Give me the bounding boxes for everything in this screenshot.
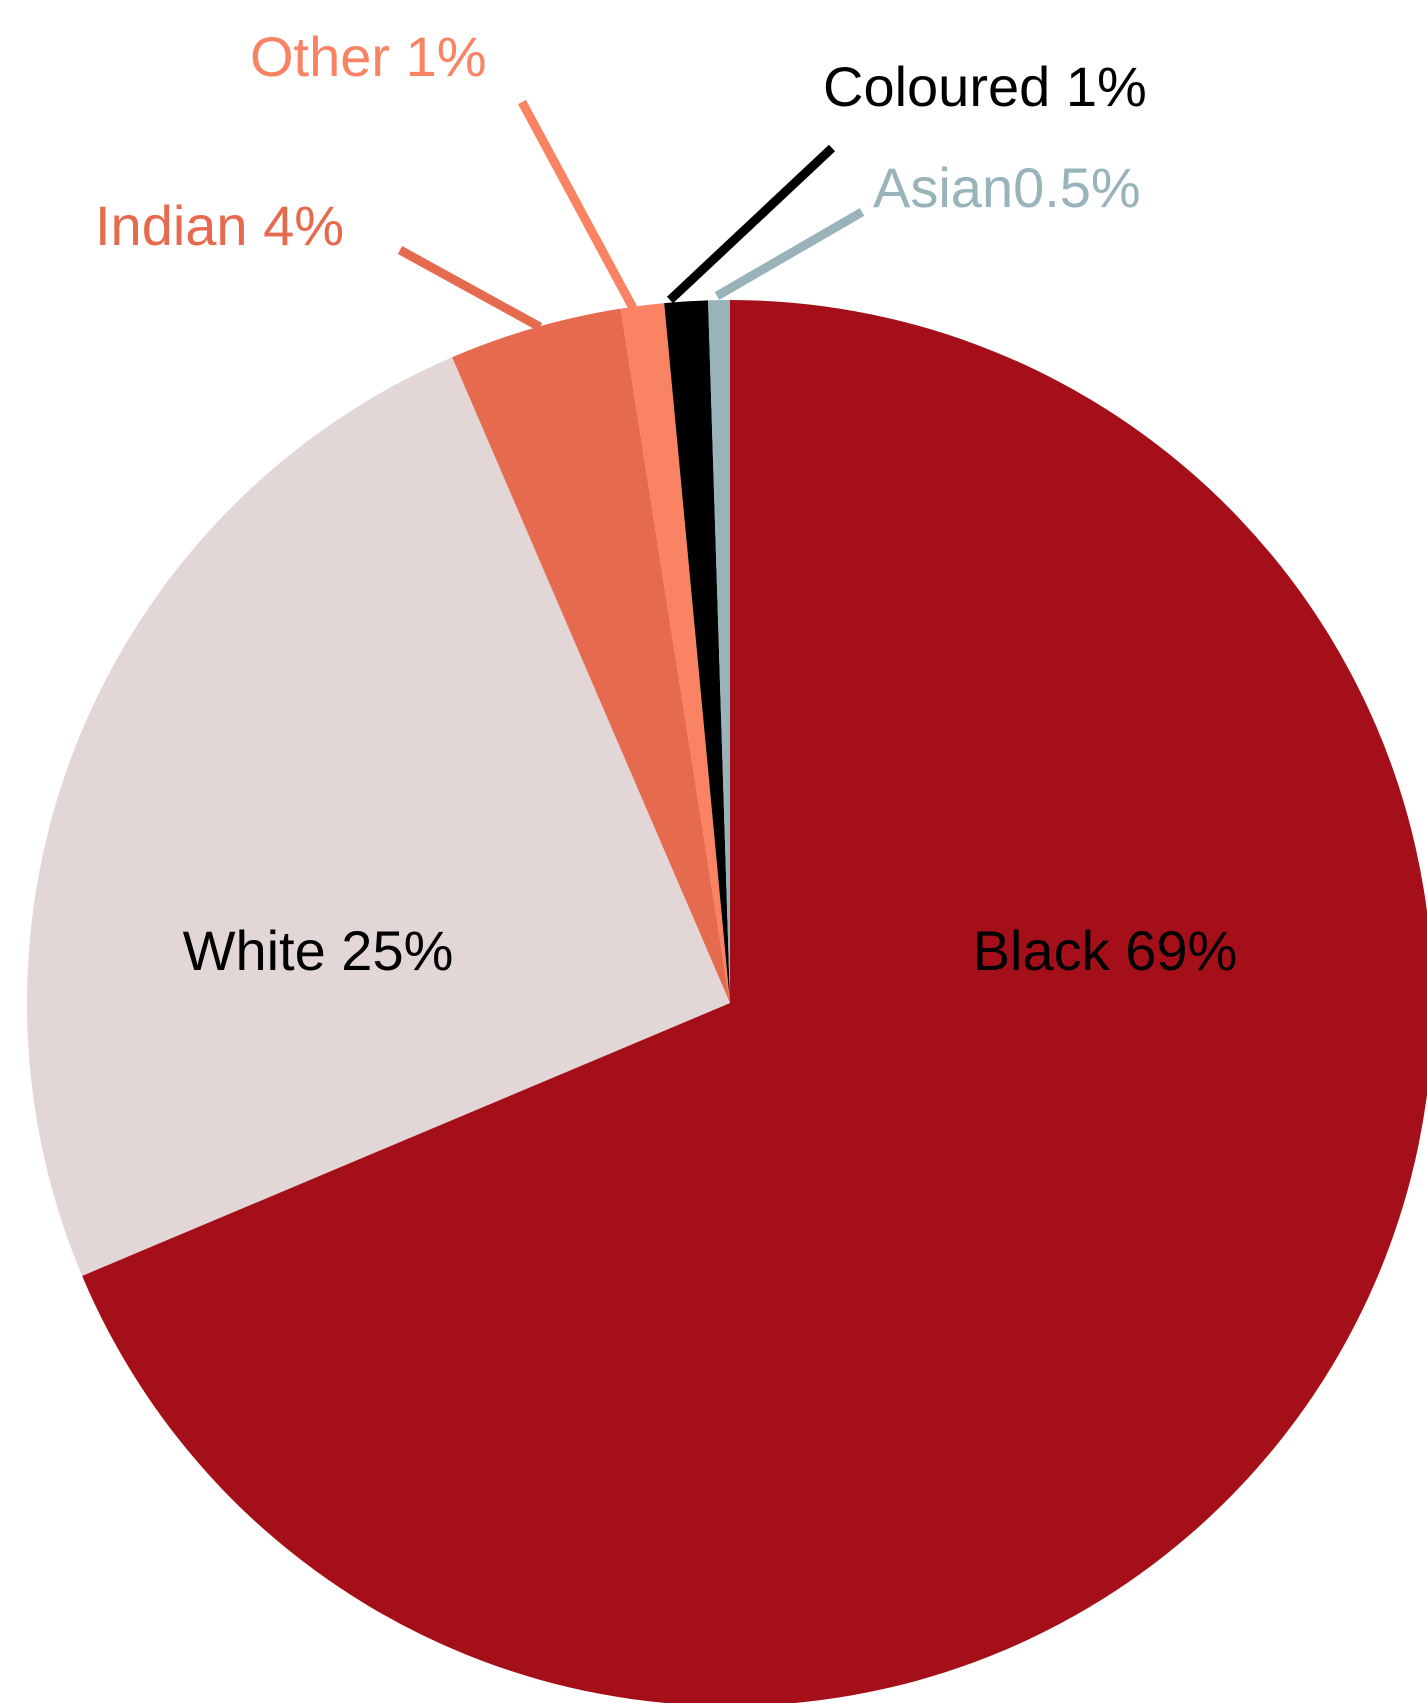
slice-label-indian: Indian 4%	[95, 194, 344, 257]
slice-label-asian0-5: Asian0.5%	[873, 156, 1141, 219]
leader-lines	[397, 99, 865, 331]
pie-slice-indian	[452, 308, 730, 1003]
slice-label-white: White 25%	[183, 919, 454, 982]
slice-label-black: Black 69%	[973, 919, 1238, 982]
pie-slice-white	[26, 357, 730, 1276]
pie-slices	[26, 300, 1427, 1703]
leader-line-coloured	[666, 144, 836, 304]
pie-slice-coloured	[664, 300, 730, 1004]
pie-slice-other	[620, 303, 730, 1004]
slice-label-coloured: Coloured 1%	[823, 55, 1147, 118]
pie-slice-black	[82, 300, 1427, 1703]
pie-slice-asian0-5	[708, 300, 730, 1003]
leader-line-other	[518, 99, 637, 311]
slice-labels: Black 69% White 25% Indian 4% Other 1% Colou…	[95, 25, 1237, 982]
leader-line-asian0-5	[714, 208, 865, 300]
leader-line-indian	[397, 246, 543, 331]
slice-label-other: Other 1%	[250, 25, 487, 88]
